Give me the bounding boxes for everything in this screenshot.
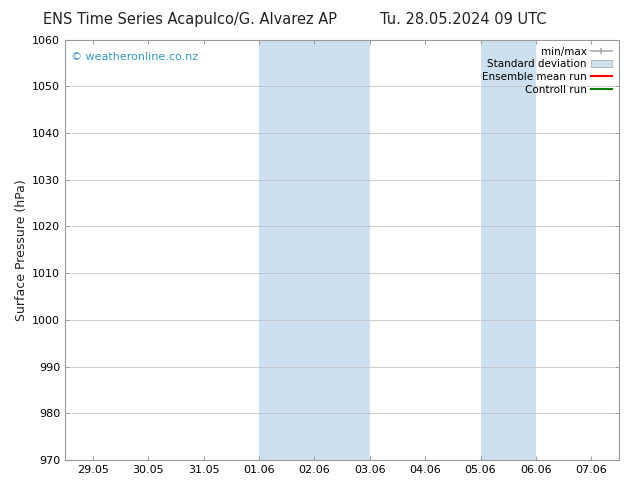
Text: ENS Time Series Acapulco/G. Alvarez AP: ENS Time Series Acapulco/G. Alvarez AP xyxy=(43,12,337,27)
Legend: min/max, Standard deviation, Ensemble mean run, Controll run: min/max, Standard deviation, Ensemble me… xyxy=(480,45,614,97)
Bar xyxy=(481,40,536,460)
Text: © weatheronline.co.nz: © weatheronline.co.nz xyxy=(71,52,198,62)
Title: ENS Time Series Acapulco/G. Alvarez AP    Tu. 28.05.2024 09 UTC: ENS Time Series Acapulco/G. Alvarez AP T… xyxy=(0,489,1,490)
Y-axis label: Surface Pressure (hPa): Surface Pressure (hPa) xyxy=(15,179,28,321)
Bar xyxy=(259,40,370,460)
Text: Tu. 28.05.2024 09 UTC: Tu. 28.05.2024 09 UTC xyxy=(380,12,546,27)
